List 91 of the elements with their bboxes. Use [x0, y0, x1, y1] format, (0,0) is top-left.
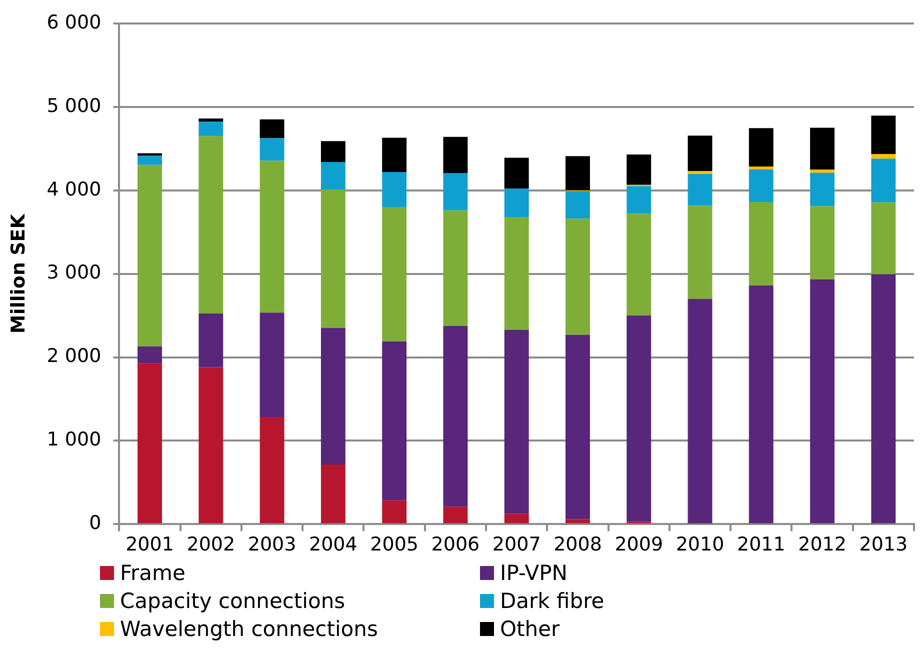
- bar: [504, 217, 529, 330]
- y-tick-label: 6 000: [46, 11, 102, 34]
- bar: [626, 214, 652, 316]
- bar: [748, 202, 774, 286]
- x-tick-label: 2001: [126, 534, 174, 556]
- bar: [198, 118, 224, 122]
- bar: [198, 136, 224, 314]
- bar: [382, 500, 407, 524]
- bar: [566, 156, 590, 190]
- bar: [688, 136, 712, 172]
- bar: [688, 171, 712, 174]
- bar: [748, 285, 774, 524]
- bar: [504, 188, 529, 218]
- bar: [626, 154, 652, 185]
- bar: [260, 416, 284, 524]
- bar: [198, 313, 224, 368]
- bar: [626, 316, 652, 522]
- y-tick-label: 4 000: [46, 178, 102, 200]
- bar: [138, 156, 162, 165]
- x-tick-label: 2008: [554, 534, 602, 556]
- bar: [320, 162, 346, 190]
- bar: [871, 202, 896, 274]
- bar: [320, 328, 346, 465]
- x-tick-label: 2004: [309, 534, 358, 556]
- bar: [138, 153, 162, 156]
- bar: [871, 274, 896, 524]
- y-tick-label: 1 000: [46, 428, 102, 451]
- y-axis-title: Million SEK: [7, 212, 30, 334]
- legend-label: IP-VPN: [500, 560, 568, 586]
- bar: [198, 121, 224, 136]
- bar: [748, 169, 774, 202]
- bar: [260, 138, 284, 161]
- bar: [504, 330, 529, 514]
- bar: [382, 207, 407, 342]
- x-tick-label: 2010: [676, 534, 724, 556]
- bar: [504, 158, 529, 189]
- bar: [810, 169, 835, 173]
- y-tick-label: 2 000: [46, 345, 102, 368]
- bar: [443, 326, 468, 507]
- bar: [382, 341, 407, 500]
- bar: [198, 367, 224, 524]
- bar: [260, 160, 284, 313]
- bar: [810, 172, 835, 206]
- legend-label: Frame: [120, 560, 186, 586]
- legend-label: Other: [500, 616, 560, 642]
- x-tick-label: 2005: [370, 534, 418, 556]
- x-tick-label: 2007: [492, 534, 541, 556]
- x-tick-label: 2002: [186, 534, 236, 556]
- bar: [443, 506, 468, 524]
- bar: [443, 136, 468, 174]
- bar: [443, 173, 468, 210]
- bar: [566, 334, 590, 520]
- legend-label: Wavelength connections: [120, 616, 378, 642]
- bar: [320, 464, 346, 524]
- bar: [320, 190, 346, 328]
- bar: [443, 210, 468, 326]
- y-tick-label: 5 000: [46, 94, 102, 117]
- bar: [688, 206, 712, 299]
- bar: [566, 519, 590, 524]
- y-tick-label: 0: [89, 512, 102, 534]
- bar: [871, 154, 896, 159]
- legend-label: Dark fibre: [500, 588, 604, 614]
- legend-label: Capacity connections: [120, 588, 346, 614]
- x-tick-label: 2003: [248, 534, 296, 556]
- bar: [871, 158, 896, 202]
- bar: [810, 206, 835, 280]
- x-tick-label: 2013: [859, 534, 908, 556]
- bar: [810, 279, 835, 524]
- bar: [626, 186, 652, 214]
- bar: [382, 138, 407, 172]
- y-tick-label: 3 000: [46, 262, 102, 284]
- bar: [260, 312, 284, 417]
- bar: [138, 164, 162, 346]
- bar: [566, 191, 590, 219]
- bar: [748, 128, 774, 167]
- bar: [138, 346, 162, 364]
- bar: [320, 141, 346, 162]
- bar: [688, 298, 712, 524]
- x-tick-label: 2006: [431, 534, 480, 556]
- bar: [688, 174, 712, 206]
- x-tick-label: 2012: [798, 534, 846, 556]
- bar: [748, 166, 774, 170]
- bar: [382, 172, 407, 208]
- x-tick-label: 2009: [614, 534, 664, 556]
- bar: [871, 116, 896, 154]
- bar: [566, 218, 590, 335]
- x-tick-label: 2011: [736, 534, 786, 556]
- bar: [504, 514, 529, 524]
- bar: [138, 363, 162, 524]
- bar: [260, 119, 284, 138]
- bar: [810, 128, 835, 170]
